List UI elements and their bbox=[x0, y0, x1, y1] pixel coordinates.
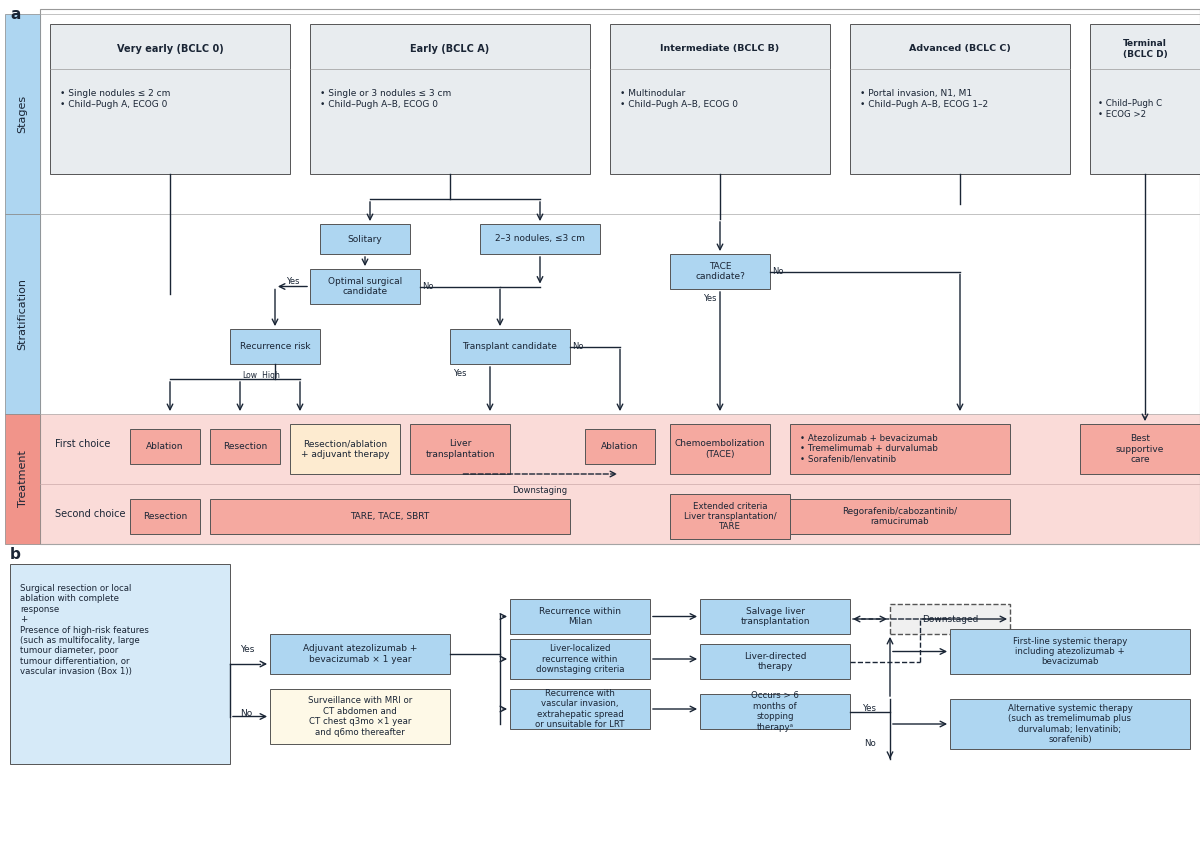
FancyBboxPatch shape bbox=[670, 424, 770, 474]
Text: • Child–Pugh C
• ECOG >2: • Child–Pugh C • ECOG >2 bbox=[1098, 100, 1162, 119]
Text: Downstaged: Downstaged bbox=[922, 614, 978, 624]
Text: First choice: First choice bbox=[55, 439, 110, 449]
FancyBboxPatch shape bbox=[700, 644, 850, 679]
FancyBboxPatch shape bbox=[480, 224, 600, 254]
Text: Advanced (BCLC C): Advanced (BCLC C) bbox=[910, 45, 1010, 53]
FancyBboxPatch shape bbox=[790, 499, 1010, 534]
Text: Second choice: Second choice bbox=[55, 509, 126, 519]
Text: Ablation: Ablation bbox=[601, 442, 638, 451]
FancyBboxPatch shape bbox=[510, 689, 650, 729]
FancyBboxPatch shape bbox=[890, 604, 1010, 634]
FancyBboxPatch shape bbox=[700, 599, 850, 634]
Text: • Single nodules ≤ 2 cm
• Child–Pugh A, ECOG 0: • Single nodules ≤ 2 cm • Child–Pugh A, … bbox=[60, 89, 170, 109]
Text: Treatment: Treatment bbox=[18, 451, 28, 507]
Text: TARE, TACE, SBRT: TARE, TACE, SBRT bbox=[350, 512, 430, 521]
FancyBboxPatch shape bbox=[130, 499, 200, 534]
FancyBboxPatch shape bbox=[320, 224, 410, 254]
Text: Solitary: Solitary bbox=[348, 235, 383, 244]
Text: TACE
candidate?: TACE candidate? bbox=[695, 262, 745, 281]
Text: Yes: Yes bbox=[863, 704, 877, 713]
FancyBboxPatch shape bbox=[40, 414, 1200, 544]
Text: Low: Low bbox=[242, 371, 258, 380]
Text: Liver-directed
therapy: Liver-directed therapy bbox=[744, 652, 806, 671]
Text: • Atezolizumab + bevacizumab
• Tremelimumab + durvalumab
• Sorafenib/lenvatinib: • Atezolizumab + bevacizumab • Tremelimu… bbox=[800, 434, 938, 464]
FancyBboxPatch shape bbox=[410, 424, 510, 474]
FancyBboxPatch shape bbox=[10, 564, 230, 764]
Text: 2–3 nodules, ≤3 cm: 2–3 nodules, ≤3 cm bbox=[496, 235, 584, 244]
FancyBboxPatch shape bbox=[5, 14, 40, 214]
Text: Intermediate (BCLC B): Intermediate (BCLC B) bbox=[660, 45, 780, 53]
FancyBboxPatch shape bbox=[790, 424, 1010, 474]
Text: No: No bbox=[572, 342, 583, 351]
FancyBboxPatch shape bbox=[310, 24, 590, 174]
Text: Terminal
(BCLC D): Terminal (BCLC D) bbox=[1123, 40, 1168, 59]
Text: High: High bbox=[256, 371, 280, 380]
Text: Resection: Resection bbox=[143, 512, 187, 521]
Text: Liver
transplantation: Liver transplantation bbox=[425, 439, 494, 458]
Text: Regorafenib/cabozantinib/
ramucirumab: Regorafenib/cabozantinib/ ramucirumab bbox=[842, 506, 958, 526]
Text: Best
supportive
care: Best supportive care bbox=[1116, 434, 1164, 464]
Text: Surgical resection or local
ablation with complete
response
+
Presence of high-r: Surgical resection or local ablation wit… bbox=[20, 584, 149, 676]
FancyBboxPatch shape bbox=[670, 494, 790, 539]
FancyBboxPatch shape bbox=[270, 634, 450, 674]
FancyBboxPatch shape bbox=[610, 24, 830, 174]
Text: • Multinodular
• Child–Pugh A–B, ECOG 0: • Multinodular • Child–Pugh A–B, ECOG 0 bbox=[620, 89, 738, 109]
Text: Recurrence with
vascular invasion,
extrahepatic spread
or unsuitable for LRT: Recurrence with vascular invasion, extra… bbox=[535, 689, 625, 729]
FancyBboxPatch shape bbox=[5, 414, 40, 544]
Text: No: No bbox=[772, 267, 784, 276]
Text: Extended criteria
Liver transplantation/
TARE: Extended criteria Liver transplantation/… bbox=[684, 501, 776, 532]
FancyBboxPatch shape bbox=[290, 424, 400, 474]
FancyBboxPatch shape bbox=[5, 214, 40, 414]
Text: Adjuvant atezolizumab +
bevacizumab × 1 year: Adjuvant atezolizumab + bevacizumab × 1 … bbox=[302, 644, 418, 663]
FancyBboxPatch shape bbox=[950, 699, 1190, 749]
FancyBboxPatch shape bbox=[950, 629, 1190, 674]
Text: Resection/ablation
+ adjuvant therapy: Resection/ablation + adjuvant therapy bbox=[301, 439, 389, 458]
FancyBboxPatch shape bbox=[1090, 24, 1200, 174]
Text: Liver-localized
recurrence within
downstaging criteria: Liver-localized recurrence within downst… bbox=[535, 644, 624, 674]
Text: Transplant candidate: Transplant candidate bbox=[462, 342, 558, 351]
Text: First-line systemic therapy
including atezolizumab +
bevacizumab: First-line systemic therapy including at… bbox=[1013, 636, 1127, 667]
Text: Recurrence within
Milan: Recurrence within Milan bbox=[539, 607, 622, 626]
Text: Alternative systemic therapy
(such as tremelimumab plus
durvalumab; lenvatinib;
: Alternative systemic therapy (such as tr… bbox=[1008, 704, 1133, 744]
Text: Optimal surgical
candidate: Optimal surgical candidate bbox=[328, 277, 402, 296]
Text: a: a bbox=[10, 7, 20, 22]
FancyBboxPatch shape bbox=[310, 269, 420, 304]
FancyBboxPatch shape bbox=[450, 329, 570, 364]
Text: Resection: Resection bbox=[223, 442, 268, 451]
Text: No: No bbox=[864, 739, 876, 748]
Text: Occurs > 6
months of
stopping
therapyᵃ: Occurs > 6 months of stopping therapyᵃ bbox=[751, 691, 799, 732]
Text: Surveillance with MRI or
CT abdomen and
CT chest q3mo ×1 year
and q6mo thereafte: Surveillance with MRI or CT abdomen and … bbox=[308, 696, 412, 737]
Text: Ablation: Ablation bbox=[146, 442, 184, 451]
Text: Downstaging: Downstaging bbox=[512, 486, 568, 495]
Text: Yes: Yes bbox=[454, 369, 467, 378]
Text: Chemoembolization
(TACE): Chemoembolization (TACE) bbox=[674, 439, 766, 458]
Text: No: No bbox=[240, 710, 252, 718]
Text: • Portal invasion, N1, M1
• Child–Pugh A–B, ECOG 1–2: • Portal invasion, N1, M1 • Child–Pugh A… bbox=[860, 89, 988, 109]
FancyBboxPatch shape bbox=[850, 24, 1070, 174]
FancyBboxPatch shape bbox=[586, 429, 655, 464]
Text: Yes: Yes bbox=[240, 645, 254, 653]
Text: b: b bbox=[10, 547, 20, 562]
Text: Salvage liver
transplantation: Salvage liver transplantation bbox=[740, 607, 810, 626]
Text: Early (BCLC A): Early (BCLC A) bbox=[410, 44, 490, 54]
Text: Recurrence risk: Recurrence risk bbox=[240, 342, 311, 351]
FancyBboxPatch shape bbox=[270, 689, 450, 744]
FancyBboxPatch shape bbox=[210, 499, 570, 534]
FancyBboxPatch shape bbox=[210, 429, 280, 464]
FancyBboxPatch shape bbox=[230, 329, 320, 364]
Text: Yes: Yes bbox=[703, 294, 716, 303]
Text: Stages: Stages bbox=[18, 95, 28, 133]
FancyBboxPatch shape bbox=[700, 694, 850, 729]
Text: Very early (BCLC 0): Very early (BCLC 0) bbox=[116, 44, 223, 54]
Text: Stratification: Stratification bbox=[18, 278, 28, 350]
FancyBboxPatch shape bbox=[670, 254, 770, 289]
FancyBboxPatch shape bbox=[130, 429, 200, 464]
FancyBboxPatch shape bbox=[50, 24, 290, 174]
FancyBboxPatch shape bbox=[1080, 424, 1200, 474]
Text: No: No bbox=[422, 282, 433, 291]
FancyBboxPatch shape bbox=[510, 599, 650, 634]
Text: • Single or 3 nodules ≤ 3 cm
• Child–Pugh A–B, ECOG 0: • Single or 3 nodules ≤ 3 cm • Child–Pug… bbox=[320, 89, 451, 109]
Text: Yes: Yes bbox=[287, 277, 300, 286]
FancyBboxPatch shape bbox=[510, 639, 650, 679]
